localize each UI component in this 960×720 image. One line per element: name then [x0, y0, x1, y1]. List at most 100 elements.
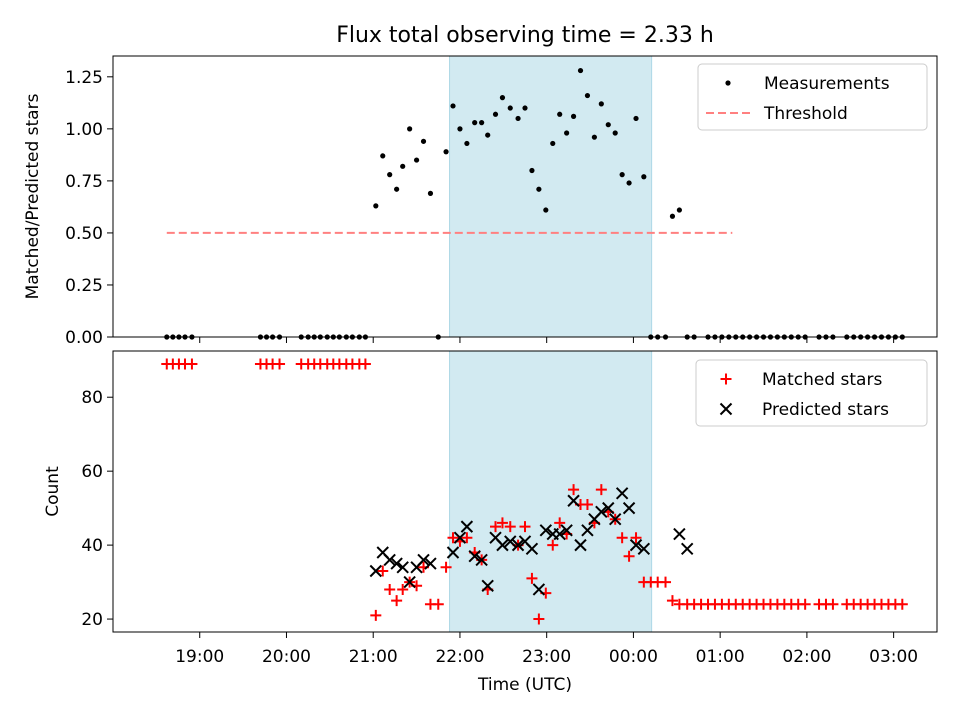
matched-star-marker — [554, 517, 566, 529]
measurement-point — [420, 138, 427, 144]
matched-star-marker — [519, 521, 531, 533]
measurement-point — [400, 163, 406, 169]
measurement-point — [472, 120, 478, 126]
predicted-star-marker — [673, 527, 686, 541]
y-tick-label: 1.00 — [65, 120, 103, 140]
legend-label: Matched stars — [762, 370, 882, 390]
measurement-point — [550, 140, 556, 147]
bottom-y-axis-label: Count — [43, 466, 63, 517]
y-tick-label: 0.25 — [65, 276, 103, 296]
x-tick-label: 01:00 — [696, 647, 745, 667]
predicted-star-marker — [453, 531, 467, 544]
x-axis-label: Time (UTC) — [477, 675, 572, 695]
measurement-point — [443, 149, 449, 155]
measurement-point — [564, 130, 570, 136]
matched-star-marker — [440, 561, 452, 573]
measurement-point — [557, 111, 563, 117]
predicted-star-marker — [602, 501, 615, 515]
y-tick-label: 0.00 — [65, 328, 103, 348]
matched-star-marker — [504, 521, 516, 533]
predicted-star-marker — [629, 538, 643, 552]
measurement-point — [479, 120, 485, 126]
bottom-legend: Matched stars Predicted stars — [695, 359, 928, 427]
top-y-ticks: 0.00 0.25 0.50 0.75 1.00 1.25 — [65, 68, 113, 348]
predicted-star-marker — [511, 538, 525, 552]
predicted-star-marker — [595, 505, 608, 519]
matched-star-marker — [370, 609, 382, 621]
predicted-star-marker — [637, 542, 651, 556]
legend-box — [695, 359, 928, 427]
bottom-shaded-interval — [449, 350, 653, 633]
matched-star-marker — [274, 358, 286, 370]
x-tick-label: 22:00 — [435, 647, 484, 667]
measurement-point — [380, 153, 386, 159]
matched-star-marker — [595, 484, 607, 496]
top-y-axis-label: Matched/Predicted stars — [23, 93, 43, 299]
predicted-star-marker — [574, 538, 587, 552]
x-tick-label: 00:00 — [609, 647, 658, 667]
top-x-ticks — [199, 337, 895, 343]
y-tick-label: 0.75 — [65, 172, 103, 192]
bottom-panel: 20 40 60 80 19:00 20:00 21:00 22:00 23:00 00:00 0… — [43, 350, 938, 695]
matched-star-marker — [623, 550, 635, 562]
bottom-axes-frame — [112, 350, 938, 633]
measurement-point — [641, 174, 647, 180]
matched-star-marker — [827, 598, 839, 610]
y-tick-label: 80 — [81, 388, 103, 408]
measurement-point — [522, 105, 528, 111]
x-tick-label: 02:00 — [782, 647, 831, 667]
matched-star-marker — [384, 583, 396, 595]
y-tick-label: 1.25 — [65, 68, 103, 88]
legend-label: Predicted stars — [762, 400, 889, 420]
predicted-star-marker — [567, 494, 580, 507]
matched-star-marker — [616, 532, 628, 544]
matched-star-marker — [397, 583, 409, 595]
measurement-point — [515, 115, 521, 122]
predicted-star-marker — [403, 575, 416, 589]
matched-star-marker — [490, 521, 502, 533]
predicted-star-marker — [468, 549, 481, 563]
predicted-stars-series — [369, 487, 694, 596]
predicted-star-marker — [532, 583, 546, 596]
predicted-star-marker — [615, 487, 629, 500]
x-tick-label: 03:00 — [869, 647, 918, 667]
legend-label: Measurements — [764, 74, 890, 94]
predicted-star-marker — [608, 513, 622, 526]
predicted-star-marker — [446, 546, 460, 559]
chart-title: Flux total observing time = 2.33 h — [336, 23, 714, 48]
matched-star-marker — [461, 532, 473, 544]
measurement-point — [394, 186, 400, 192]
measurement-point — [387, 172, 393, 178]
x-tick-label: 20:00 — [262, 647, 311, 667]
measurement-point — [570, 113, 577, 119]
y-tick-label: 20 — [81, 610, 103, 630]
matched-star-marker — [666, 595, 678, 607]
predicted-star-marker — [504, 535, 517, 548]
predicted-star-marker — [383, 553, 396, 567]
predicted-star-marker — [496, 538, 509, 552]
legend-label: Threshold — [763, 104, 848, 124]
predicted-star-marker — [481, 579, 494, 592]
predicted-star-marker — [424, 557, 437, 570]
predicted-star-marker — [581, 524, 594, 537]
measurement-point — [529, 167, 535, 174]
measurement-point — [413, 157, 420, 163]
top-panel: 0.00 0.25 0.50 0.75 1.00 1.25 Matched/Predict… — [23, 55, 938, 348]
matched-star-marker — [359, 358, 371, 370]
matched-star-marker — [186, 358, 198, 370]
top-axes-frame — [112, 55, 938, 338]
legend-measurement-marker — [725, 80, 731, 86]
measurement-point — [633, 115, 639, 122]
legend-box — [697, 63, 928, 131]
x-tick-label: 23:00 — [522, 647, 571, 667]
predicted-star-marker — [475, 553, 488, 567]
measurement-point — [492, 111, 499, 117]
predicted-star-marker — [369, 564, 383, 578]
predicted-star-marker — [390, 557, 403, 570]
measurement-point — [591, 134, 597, 140]
measurement-point — [577, 67, 584, 74]
legend-predicted-marker — [719, 402, 733, 416]
top-legend: Measurements Threshold — [697, 63, 928, 131]
measurement-point — [427, 190, 434, 196]
legend-matched-marker — [720, 373, 732, 385]
